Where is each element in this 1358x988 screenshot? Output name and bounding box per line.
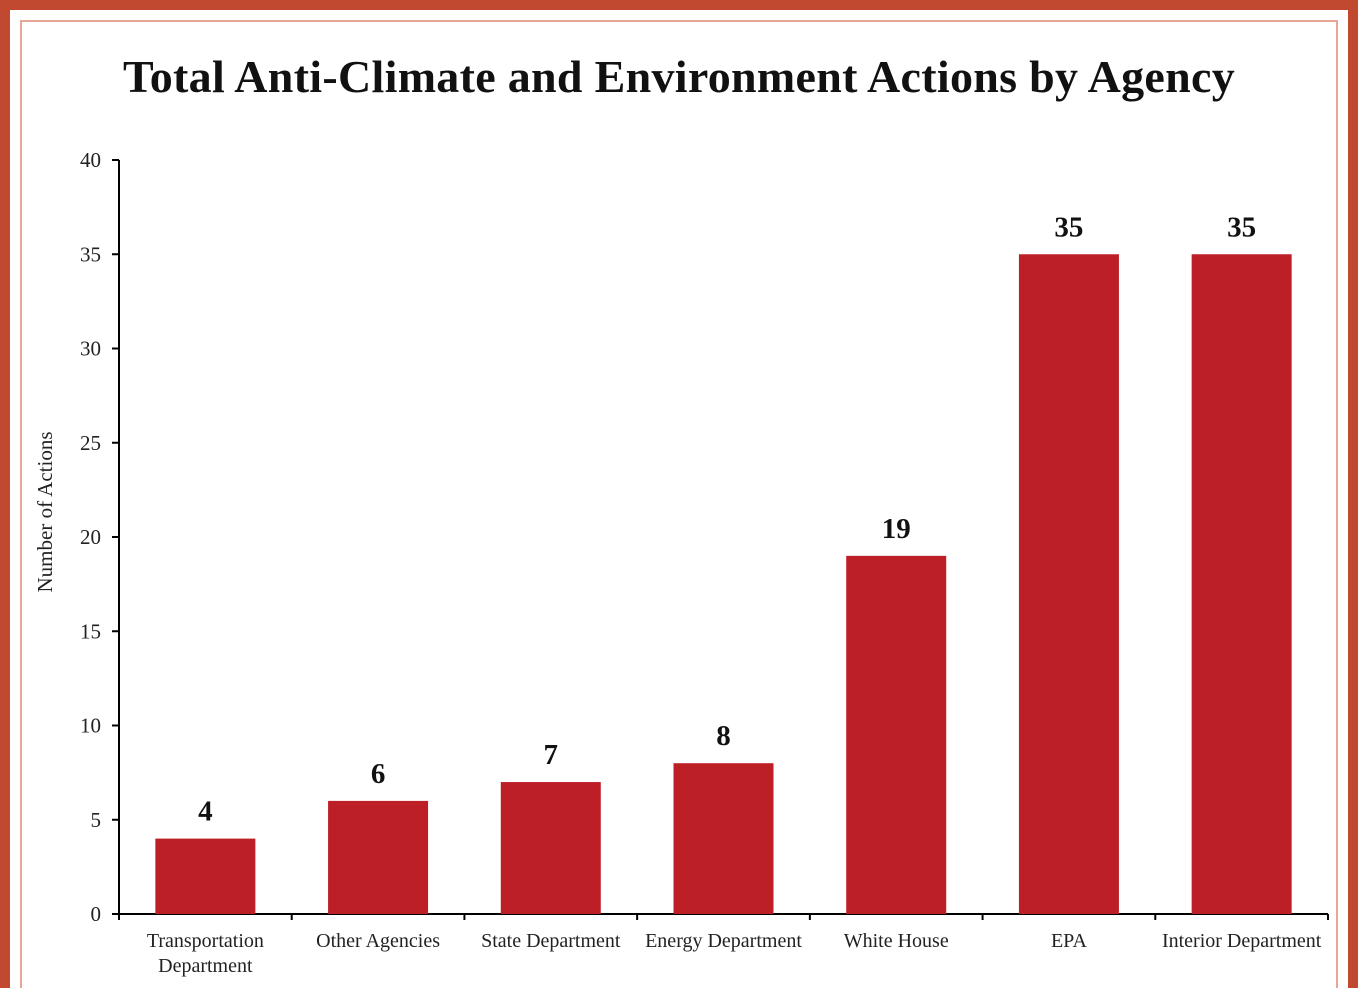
y-tick-label: 0 [91,902,102,926]
x-category-label: Interior Department [1162,930,1322,952]
bar [673,763,774,914]
x-category-label: State Department [481,930,621,952]
y-tick-label: 5 [91,808,102,832]
bar [1191,254,1292,914]
bar [500,782,601,914]
x-category-label: Energy Department [645,930,802,952]
x-category-label: Other Agencies [316,930,440,952]
y-tick-label: 30 [80,337,101,361]
x-category-label: Department [158,955,253,977]
x-category-label: EPA [1051,930,1088,952]
data-label: 35 [1054,211,1083,243]
y-tick-label: 15 [80,619,101,643]
data-label: 35 [1227,211,1256,243]
y-tick-label: 35 [80,242,101,266]
x-category-label: White House [844,930,949,952]
data-label: 6 [371,758,386,790]
bar [155,838,256,914]
bar [328,800,429,914]
data-label: 8 [716,720,731,752]
x-category-label: Transportation [147,930,264,952]
y-tick-label: 40 [80,148,101,172]
chart-title: Total Anti-Climate and Environment Actio… [122,51,1236,102]
y-tick-label: 10 [80,714,101,738]
y-tick-label: 20 [80,525,101,549]
y-tick-label: 25 [80,431,101,455]
y-axis-label: Number of Actions [33,432,57,593]
data-label: 4 [198,796,213,828]
bar [1018,254,1119,914]
bar [846,555,947,914]
data-label: 7 [544,739,559,771]
data-label: 19 [882,513,911,545]
chart-marks: 0 5 10 15 20 25 30 35 40 4 Transportation Departmen… [80,148,1329,977]
